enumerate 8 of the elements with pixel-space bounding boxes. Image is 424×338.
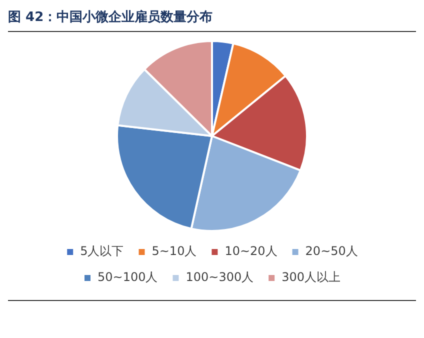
legend-label: 5人以下 xyxy=(80,244,124,258)
legend-label: 50~100人 xyxy=(98,270,158,284)
legend-label: 5~10人 xyxy=(152,244,197,258)
legend-label: 100~300人 xyxy=(186,270,254,284)
legend-label: 300人以上 xyxy=(282,270,340,284)
legend-label: 10~20人 xyxy=(224,244,278,258)
legend-label: 20~50人 xyxy=(305,244,358,258)
chart-title: 图 42：中国小微企业雇员数量分布 xyxy=(8,8,416,32)
